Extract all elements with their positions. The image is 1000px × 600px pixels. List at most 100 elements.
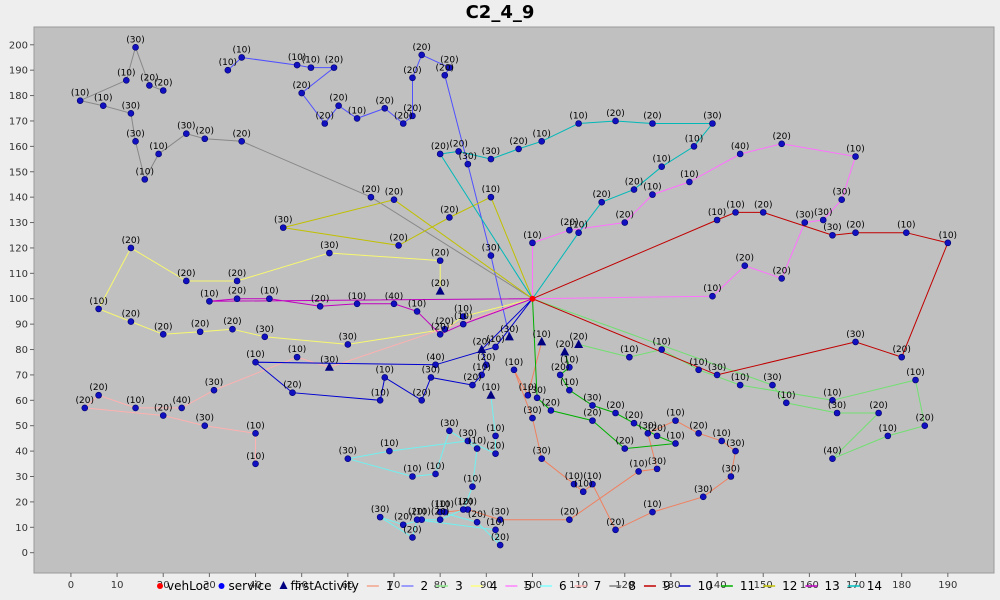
service-point xyxy=(478,371,485,379)
service-point xyxy=(570,480,578,488)
service-point xyxy=(898,353,905,361)
service-point xyxy=(335,102,342,110)
demand-label: (10) xyxy=(94,94,112,104)
demand-label: (30) xyxy=(482,147,500,157)
demand-label: (10) xyxy=(652,155,670,165)
x-tick-label: 90 xyxy=(480,580,493,591)
service-point xyxy=(538,137,545,145)
service-point xyxy=(829,397,836,404)
demand-label: (10) xyxy=(472,363,490,373)
demand-label: (10) xyxy=(726,200,744,210)
service-points xyxy=(76,44,952,549)
service-point xyxy=(589,402,596,409)
demand-label: (10) xyxy=(685,134,703,144)
service-point xyxy=(621,219,629,226)
demand-label: (20) xyxy=(772,266,790,276)
x-tick-label: 100 xyxy=(523,580,542,591)
service-point xyxy=(783,399,790,407)
route-line-9 xyxy=(532,211,949,376)
y-tick-label: 170 xyxy=(9,116,28,127)
demand-labels: (10)(10)(10)(30)(30)(10)(10)(10)(20)(10)… xyxy=(71,35,957,543)
service-point xyxy=(690,143,698,150)
demand-label: (20) xyxy=(440,56,458,66)
demand-label: (30) xyxy=(796,211,814,221)
service-point xyxy=(436,257,444,264)
service-point xyxy=(695,430,702,437)
demand-label: (20) xyxy=(431,279,449,289)
service-point xyxy=(566,226,573,234)
demand-label: (40) xyxy=(385,292,403,302)
demand-label: (10) xyxy=(666,431,684,441)
service-point xyxy=(436,150,444,158)
demand-label: (20) xyxy=(431,142,449,152)
service-point xyxy=(487,155,495,163)
plot-area xyxy=(33,26,995,574)
y-tick-label: 50 xyxy=(15,421,28,432)
legend-triangle-marker xyxy=(279,581,288,589)
service-point xyxy=(819,216,827,224)
legend-label: 11 xyxy=(740,579,755,593)
service-point xyxy=(709,120,716,127)
service-point xyxy=(196,328,204,336)
demand-label: (10) xyxy=(560,378,578,388)
service-point xyxy=(575,120,582,127)
service-point xyxy=(386,447,393,455)
service-point xyxy=(413,516,421,523)
demand-label: (30) xyxy=(440,419,458,429)
demand-label: (20) xyxy=(869,401,887,411)
service-point xyxy=(612,117,619,125)
demand-label: (20) xyxy=(625,178,643,188)
legend-label: 3 xyxy=(455,579,463,593)
demand-label: (20) xyxy=(491,533,509,543)
demand-label: (30) xyxy=(256,325,274,335)
demand-label: (20) xyxy=(408,508,426,518)
demand-label: (10) xyxy=(89,297,107,307)
legend-item-7: 7 xyxy=(574,579,602,593)
legend-item-11: 11 xyxy=(720,579,755,593)
demand-label: (30) xyxy=(648,457,666,467)
service-point xyxy=(589,417,596,424)
legend-label: 4 xyxy=(490,579,498,593)
demand-label: (20) xyxy=(583,409,601,419)
legend-label: 12 xyxy=(782,579,797,593)
service-point xyxy=(178,404,185,412)
service-point xyxy=(233,295,241,303)
demand-label: (20) xyxy=(412,43,430,53)
demand-label: (10) xyxy=(620,345,638,355)
service-point xyxy=(672,417,679,424)
service-point xyxy=(852,338,859,346)
demand-label: (20) xyxy=(403,525,421,535)
service-point xyxy=(123,77,130,84)
demand-label: (20) xyxy=(412,388,430,398)
demand-label: (10) xyxy=(117,68,135,78)
demand-label: (30) xyxy=(703,112,721,122)
service-point xyxy=(413,308,421,315)
service-point xyxy=(229,325,236,333)
demand-label: (20) xyxy=(431,249,449,259)
demand-label: (20) xyxy=(440,205,458,215)
demand-label: (10) xyxy=(532,129,550,139)
service-point xyxy=(566,516,573,523)
demand-label: (10) xyxy=(505,358,523,368)
service-point xyxy=(736,150,744,158)
demand-label: (20) xyxy=(311,294,329,304)
service-point xyxy=(233,277,241,285)
service-point xyxy=(436,330,444,338)
demand-label: (20) xyxy=(403,104,421,114)
demand-label: (40) xyxy=(823,447,841,457)
route-line-14 xyxy=(439,120,714,299)
demand-label: (20) xyxy=(472,338,490,348)
demand-label: (20) xyxy=(643,112,661,122)
y-tick-label: 110 xyxy=(9,269,28,280)
service-point xyxy=(759,209,767,216)
demand-label: (10) xyxy=(565,472,583,482)
demand-label: (10) xyxy=(939,231,957,241)
service-point xyxy=(875,409,882,417)
demand-label: (10) xyxy=(708,208,726,218)
demand-label: (10) xyxy=(246,452,264,462)
legend-label: 7 xyxy=(594,579,602,593)
service-point xyxy=(441,71,449,79)
demand-label: (10) xyxy=(436,500,454,510)
demand-label: (10) xyxy=(408,299,426,309)
demand-label: (30) xyxy=(722,464,740,474)
